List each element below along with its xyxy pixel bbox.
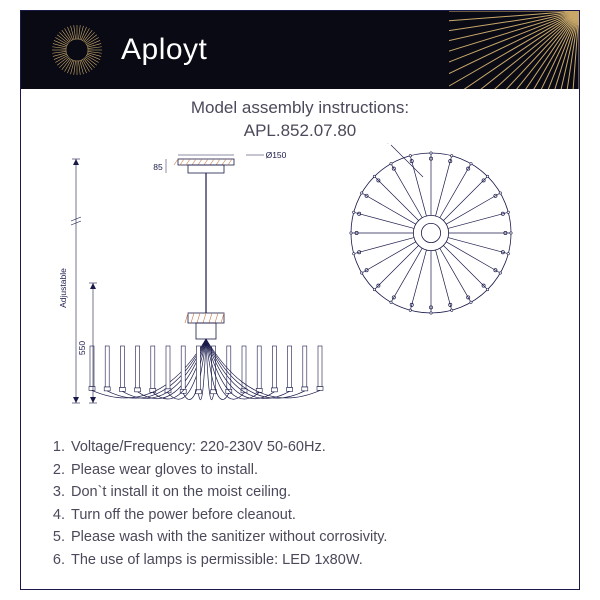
instruction-text: Don`t install it on the moist ceiling.: [71, 481, 291, 503]
svg-text:85: 85: [153, 162, 163, 172]
instruction-list: 1.Voltage/Frequency: 220-230V 50-60Hz.2.…: [49, 436, 387, 571]
instruction-row: 2.Please wear gloves to install.: [49, 459, 387, 481]
instruction-number: 1.: [49, 436, 71, 458]
svg-text:Ø150: Ø150: [266, 150, 287, 160]
svg-text:Ø850: Ø850: [387, 143, 409, 145]
instruction-sheet: Aployt Model assembly instructions: APL.…: [20, 10, 580, 590]
instruction-text: The use of lamps is permissible: LED 1x8…: [71, 549, 363, 571]
instruction-row: 6.The use of lamps is permissible: LED 1…: [49, 549, 387, 571]
technical-diagram: Ø150 85 Adjustable 550 Ø850: [21, 143, 579, 443]
instruction-number: 6.: [49, 549, 71, 571]
logo-sun-icon: [51, 24, 103, 76]
title-block: Model assembly instructions: APL.852.07.…: [21, 97, 579, 143]
instruction-number: 4.: [49, 504, 71, 526]
title-line1: Model assembly instructions:: [21, 97, 579, 120]
instruction-text: Please wash with the sanitizer without c…: [71, 526, 387, 548]
instruction-text: Turn off the power before cleanout.: [71, 504, 296, 526]
instruction-row: 5.Please wash with the sanitizer without…: [49, 526, 387, 548]
title-line2: APL.852.07.80: [21, 120, 579, 143]
brand-name: Aployt: [121, 33, 207, 67]
instruction-row: 3.Don`t install it on the moist ceiling.: [49, 481, 387, 503]
instruction-row: 4.Turn off the power before cleanout.: [49, 504, 387, 526]
instruction-number: 3.: [49, 481, 71, 503]
instruction-text: Please wear gloves to install.: [71, 459, 258, 481]
svg-text:550: 550: [77, 341, 87, 355]
instruction-text: Voltage/Frequency: 220-230V 50-60Hz.: [71, 436, 326, 458]
instruction-number: 2.: [49, 459, 71, 481]
corner-rays-icon: [449, 11, 579, 89]
svg-text:Adjustable: Adjustable: [58, 268, 68, 308]
instruction-number: 5.: [49, 526, 71, 548]
instruction-row: 1.Voltage/Frequency: 220-230V 50-60Hz.: [49, 436, 387, 458]
brand-header: Aployt: [21, 11, 579, 89]
